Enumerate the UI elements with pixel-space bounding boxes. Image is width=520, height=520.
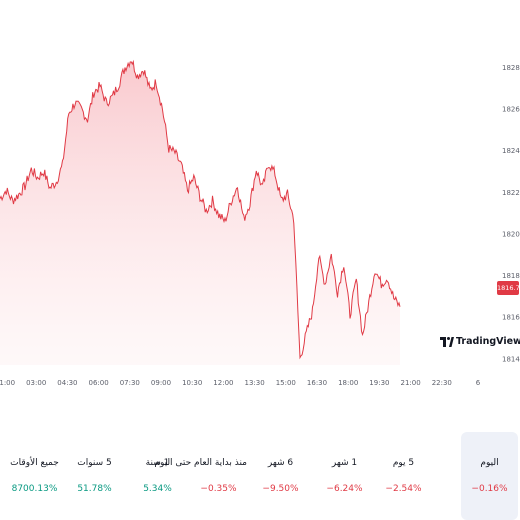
period-label: اليوم [480, 458, 499, 468]
period-label: 1 سنة [145, 458, 170, 468]
tradingview-logo-text: TradingView [456, 336, 520, 347]
period-label: جميع الأوقات [10, 458, 59, 468]
period-change-value: −2.54% [385, 484, 422, 494]
y-axis-tick-label: 1828.00 [502, 64, 520, 72]
performance-periods: جميع الأوقات 8700.13% 5 سنوات 51.78% 1 سنة 5.… [0, 432, 520, 520]
price-area-fill [0, 61, 400, 365]
x-axis-tick-label: 13:30 [245, 379, 265, 387]
x-axis-tick-label: 06:00 [89, 379, 109, 387]
period-change-value: 5.34% [143, 484, 172, 494]
y-axis-tick-label: 1818.00 [502, 272, 520, 280]
period-label: منذ بداية العام حتى اليوم [154, 458, 247, 468]
period-label: 6 شهر [267, 458, 294, 468]
period-label: 1 شهر [331, 458, 358, 468]
period-change-value: −9.50% [262, 484, 299, 494]
period-tab[interactable]: اليوم −0.16% [461, 432, 518, 520]
period-tab[interactable]: 1 شهر −6.24% [316, 432, 373, 520]
period-change-value: −6.24% [326, 484, 363, 494]
period-tab[interactable]: جميع الأوقات 8700.13% [6, 432, 63, 520]
current-price-badge: 1816.77 [497, 281, 520, 295]
y-axis-tick-label: 1816.00 [502, 314, 520, 322]
x-axis-tick-label: 04:30 [57, 379, 77, 387]
x-axis-tick-label: 10:30 [182, 379, 202, 387]
x-axis-tick-label: 16:30 [307, 379, 327, 387]
period-change-value: 51.78% [77, 484, 112, 494]
period-change-value: −0.16% [471, 484, 508, 494]
y-axis-tick-label: 1824.00 [502, 147, 520, 155]
period-tab[interactable]: 6 شهر −9.50% [252, 432, 309, 520]
y-axis-tick-label: 1814.00 [502, 355, 520, 363]
price-chart[interactable]: 1828.00 1826.00 1824.00 1822.00 1820.00 1818.… [0, 0, 520, 395]
x-axis-tick-label: 12:00 [213, 379, 233, 387]
y-axis-tick-label: 1822.00 [502, 189, 520, 197]
period-change-value: −0.35% [200, 484, 237, 494]
period-tab[interactable]: 5 سنوات 51.78% [66, 432, 123, 520]
period-label: 5 يوم [392, 458, 415, 468]
period-change-value: 8700.13% [11, 484, 58, 494]
period-label: 5 سنوات [77, 458, 112, 468]
tradingview-logo-icon [440, 336, 454, 347]
x-axis-tick-label: 15:00 [276, 379, 296, 387]
y-axis-tick-label: 1826.00 [502, 106, 520, 114]
x-axis-tick-label: 19:30 [369, 379, 389, 387]
x-axis-tick-label: 01:00 [0, 379, 15, 387]
period-tab[interactable]: 5 يوم −2.54% [375, 432, 432, 520]
x-axis-tick-label: 6 [476, 379, 481, 387]
period-tab[interactable]: 1 سنة 5.34% [129, 432, 186, 520]
x-axis-tick-label: 07:30 [120, 379, 140, 387]
y-axis-tick-label: 1820.00 [502, 230, 520, 238]
price-series-line [0, 59, 401, 360]
x-axis-tick-label: 21:00 [401, 379, 421, 387]
x-axis-tick-label: 09:00 [151, 379, 171, 387]
x-axis-tick-label: 03:00 [26, 379, 46, 387]
x-axis-tick-label: 22:30 [432, 379, 452, 387]
period-tab[interactable]: منذ بداية العام حتى اليوم −0.35% [154, 432, 247, 520]
x-axis-tick-label: 18:00 [338, 379, 358, 387]
tradingview-logo[interactable]: TradingView [440, 336, 520, 347]
